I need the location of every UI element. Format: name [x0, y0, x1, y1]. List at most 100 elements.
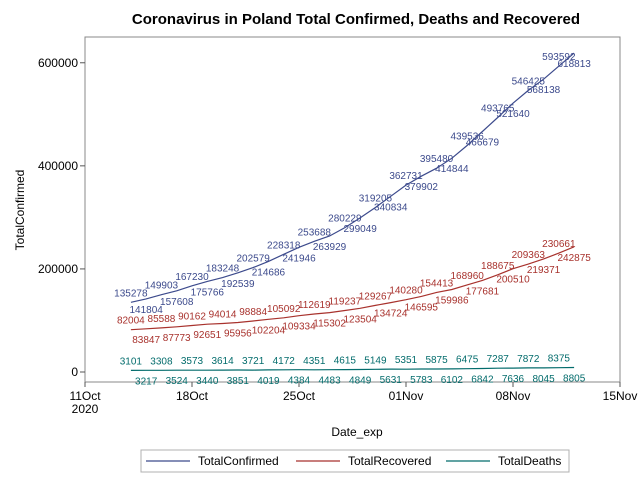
data-label: 123504 — [343, 314, 377, 325]
data-label: 5351 — [395, 355, 418, 366]
legend-frame — [140, 449, 570, 473]
data-label: 379902 — [405, 182, 439, 193]
data-label: 3573 — [181, 356, 204, 367]
data-label: 5631 — [380, 375, 403, 386]
data-label: 593592 — [542, 52, 576, 63]
data-label: 4172 — [273, 356, 296, 367]
data-label: 6842 — [471, 374, 494, 385]
data-label: 112619 — [298, 300, 331, 311]
y-tick-label: 400000 — [38, 159, 78, 173]
data-label: 241946 — [282, 253, 316, 264]
chart-title: Coronavirus in Poland Total Confirmed, D… — [132, 11, 580, 28]
data-label: 82004 — [117, 316, 145, 327]
series-lines — [130, 52, 575, 371]
data-label: 109334 — [282, 322, 316, 333]
data-label: 6475 — [456, 355, 479, 366]
data-label: 3524 — [166, 376, 189, 387]
data-label: 362731 — [389, 171, 423, 182]
data-label: 618813 — [557, 59, 591, 70]
data-label: 3851 — [227, 376, 250, 387]
data-label: 200510 — [496, 275, 530, 286]
data-label: 3721 — [242, 356, 265, 367]
data-label: 105092 — [267, 304, 301, 315]
data-label: 135278 — [114, 288, 148, 299]
data-label: 94014 — [209, 310, 237, 321]
data-label: 177681 — [466, 286, 500, 297]
legend-label: TotalConfirmed — [198, 454, 279, 468]
data-label: 340834 — [374, 202, 408, 213]
data-label: 4351 — [303, 356, 326, 367]
x-tick-label: 15Nov — [603, 389, 638, 403]
data-label: 5875 — [425, 355, 448, 366]
data-label: 219371 — [527, 265, 561, 276]
data-label: 4849 — [349, 376, 372, 387]
data-label: 7287 — [487, 354, 510, 365]
data-label: 6102 — [441, 375, 464, 386]
data-label: 7636 — [502, 374, 525, 385]
x-tick-sublabel: 2020 — [72, 402, 99, 416]
data-label: 90162 — [178, 312, 206, 323]
y-tick-label: 200000 — [38, 262, 78, 276]
data-label: 5783 — [410, 375, 433, 386]
data-label: 466679 — [466, 137, 500, 148]
data-label: 5149 — [364, 355, 387, 366]
series-line-TotalRecovered — [130, 246, 575, 331]
data-label: 159986 — [435, 296, 469, 307]
data-label: 175766 — [191, 287, 225, 298]
data-label: 8045 — [532, 374, 555, 385]
data-label: 83847 — [132, 335, 160, 346]
data-label: 95956 — [224, 329, 252, 340]
y-axis-label: TotalConfirmed — [13, 170, 27, 251]
legend-label: TotalDeaths — [498, 454, 561, 468]
data-label: 188675 — [481, 261, 515, 272]
x-tick-label: 11Oct — [69, 389, 101, 403]
data-label: 299049 — [343, 224, 377, 235]
data-label: 230661 — [542, 239, 576, 250]
data-label: 568138 — [527, 85, 561, 96]
x-tick-label: 08Nov — [496, 389, 531, 403]
data-labels: 135278 141804 149903 157608 167230 175766 1832… — [114, 52, 591, 387]
data-label: 167230 — [175, 272, 209, 283]
series-line-TotalDeaths — [130, 366, 575, 371]
data-label: 102204 — [252, 325, 286, 336]
data-label: 4384 — [288, 376, 311, 387]
data-label: 242875 — [557, 253, 591, 264]
data-label: 3217 — [135, 376, 158, 387]
data-label: 119237 — [329, 297, 362, 308]
x-tick-label: 25Oct — [283, 389, 316, 403]
data-label: 228318 — [267, 240, 301, 251]
data-label: 202579 — [236, 254, 270, 265]
data-label: 134724 — [374, 309, 408, 320]
y-tick-label: 600000 — [38, 56, 78, 70]
data-label: 3440 — [196, 376, 219, 387]
data-label: 439536 — [450, 131, 484, 142]
data-label: 129267 — [359, 291, 393, 302]
data-label: 7872 — [517, 354, 540, 365]
x-tick-label: 01Nov — [389, 389, 424, 403]
data-label: 521640 — [496, 109, 530, 120]
data-label: 168960 — [450, 271, 484, 282]
data-label: 3101 — [120, 356, 143, 367]
data-label: 87773 — [163, 333, 191, 344]
data-label: 3308 — [150, 356, 173, 367]
data-label: 141804 — [129, 305, 163, 316]
plot-frame — [84, 36, 621, 383]
series-line-TotalConfirmed — [130, 52, 575, 303]
data-label: 395480 — [420, 154, 454, 165]
data-label: 414844 — [435, 164, 469, 175]
data-label: 85588 — [148, 314, 176, 325]
data-label: 8805 — [563, 373, 586, 384]
data-label: 4483 — [318, 376, 341, 387]
data-label: 319205 — [359, 193, 393, 204]
data-label: 4615 — [334, 356, 357, 367]
data-label: 280229 — [328, 214, 362, 225]
data-label: 183248 — [206, 264, 240, 275]
legend: TotalConfirmed TotalRecovered TotalDeaths — [140, 449, 570, 473]
data-label: 493765 — [481, 104, 515, 115]
y-tick-label: 0 — [71, 365, 78, 379]
data-label: 4019 — [257, 376, 280, 387]
data-label: 8375 — [548, 354, 571, 365]
data-label: 546425 — [512, 76, 546, 87]
